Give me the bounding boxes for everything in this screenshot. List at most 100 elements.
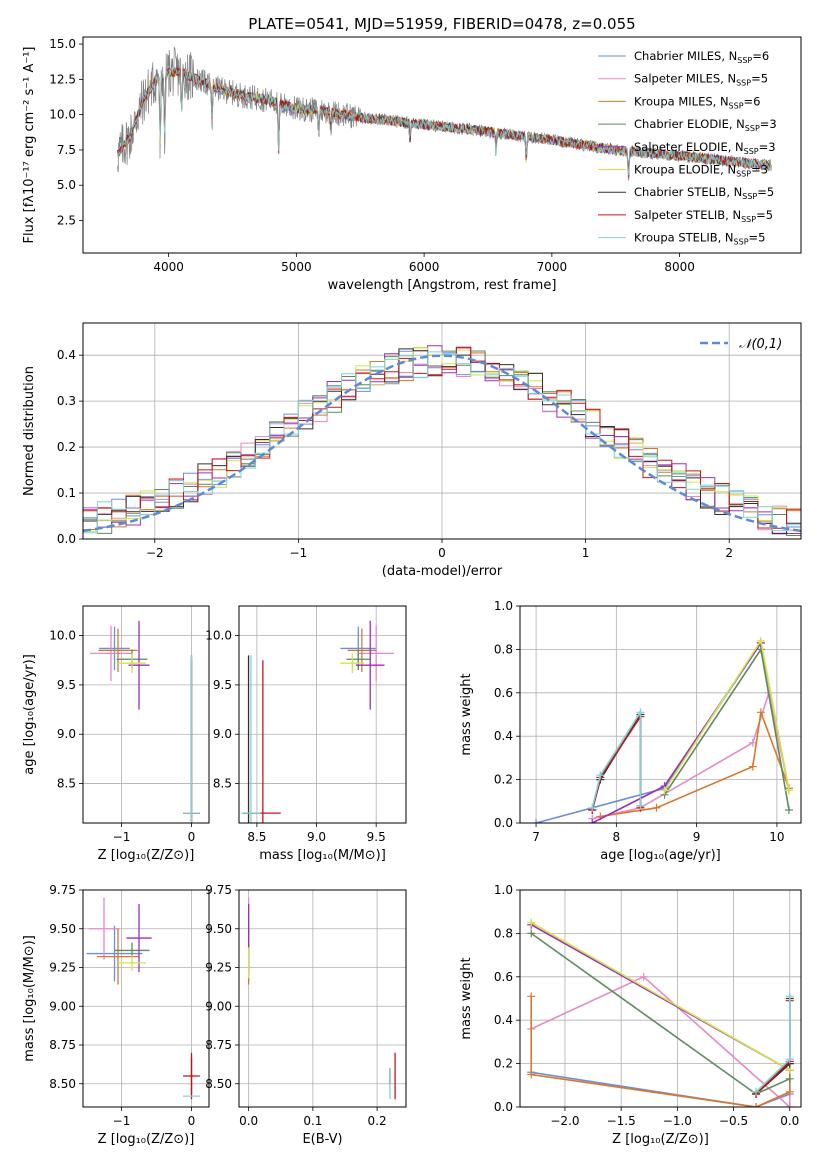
y-tick-label: 9.00 (205, 999, 232, 1013)
x-tick-label: −1 (113, 830, 131, 844)
data-point (86, 925, 143, 982)
mass-vs-z-y-axis-label: mass [log₁₀(M/M⊙)] (22, 935, 37, 1062)
y-tick-label: 15.0 (49, 37, 76, 51)
spectrum-x-axis-label: wavelength [Angstrom, rest frame] (328, 278, 557, 293)
weight-marker (748, 738, 757, 747)
y-tick-label: 0.4 (494, 1013, 513, 1027)
y-tick-label: 9.5 (57, 678, 76, 692)
legend-label: Salpeter STELIB, NSSP=5 (634, 208, 773, 224)
y-tick-label: 8.75 (205, 1038, 232, 1052)
y-tick-label: 0.8 (494, 926, 513, 940)
y-tick-label: 10.0 (205, 629, 232, 643)
y-tick-label: 9.75 (205, 883, 232, 897)
mass-vs-z-panel: −1 0 8.50 8.75 9.00 9.25 9.50 9.75 Z [log₁₀(Z/Z⊙… (22, 883, 210, 1147)
legend-label: Kroupa ELODIE, NSSP=3 (634, 163, 768, 179)
y-tick-label: 0.0 (494, 1100, 513, 1114)
y-tick-label: 0.4 (494, 729, 513, 743)
spectrum-frame (82, 36, 802, 254)
legend-label: Kroupa STELIB, NSSP=5 (634, 231, 765, 247)
age-vs-mass-x-axis-label: mass [log₁₀(M/M⊙)] (259, 848, 386, 863)
y-tick-label: 8.50 (205, 1077, 232, 1091)
y-tick-label: 0.3 (57, 394, 76, 408)
legend-label: Chabrier MILES, NSSP=6 (634, 49, 769, 65)
residual-histogram (83, 351, 801, 534)
residuals-plot-area (83, 345, 801, 536)
age-vs-mass-plot-area (241, 620, 395, 823)
residuals-x-axis-label: (data-model)/error (382, 564, 503, 579)
y-tick-label: 7.5 (57, 143, 76, 157)
weight-line (755, 998, 791, 1095)
weight-series (527, 929, 794, 1098)
x-tick-label: 0.1 (303, 1114, 322, 1128)
x-tick-label: 0.0 (780, 1114, 799, 1128)
age-vs-z-y-axis-label: age [log₁₀(age/yr)] (22, 654, 37, 775)
weight-line (591, 709, 642, 808)
weight-marker (756, 708, 765, 717)
legend-label: Salpeter ELODIE, NSSP=3 (634, 140, 776, 156)
weight-marker (752, 1087, 761, 1096)
x-tick-label: 6000 (409, 260, 440, 274)
mass-vs-z-grid (83, 889, 209, 1107)
weight-marker (636, 801, 645, 810)
weight-vs-age-y-axis-label: mass weight (459, 673, 474, 755)
age-vs-mass-panel: 8.5 9.0 9.5 8.5 9.0 9.5 10.0 mass [log₁₀(M/M⊙)] (205, 605, 407, 863)
weight-vs-z-x-axis-label: Z [log₁₀(Z/Z⊙)] (612, 1132, 709, 1147)
weight-marker (596, 771, 605, 780)
weight-marker (660, 786, 669, 795)
mass-vs-z-x-axis-label: Z [log₁₀(Z/Z⊙)] (98, 1132, 195, 1147)
x-tick-label: −2.0 (550, 1114, 579, 1128)
weight-line (531, 1071, 791, 1107)
weight-line (755, 1000, 791, 1095)
residual-histogram (83, 347, 801, 529)
legend-label: Salpeter MILES, NSSP=5 (634, 72, 768, 88)
age-vs-mass-frame (238, 605, 407, 824)
y-tick-label: 10.0 (49, 629, 76, 643)
y-tick-label: 9.0 (57, 727, 76, 741)
mass-vs-ebv-plot-area (247, 897, 396, 1100)
x-tick-label: 0 (188, 830, 196, 844)
weight-vs-z-grid (520, 889, 801, 1108)
weight-marker (639, 972, 648, 981)
y-tick-label: 9.25 (205, 961, 232, 975)
x-tick-label: 10 (769, 830, 784, 844)
weight-vs-z-panel: −2.0 −1.5 −1.0 −0.5 0.0 0.0 0.2 0.4 0.6 0.8 1.0 Z [… (459, 883, 802, 1147)
x-tick-label: −1 (290, 546, 308, 560)
y-tick-label: 9.75 (49, 883, 76, 897)
legend-label: 𝒩(0,1) (739, 337, 782, 352)
x-tick-label: −0.5 (719, 1114, 748, 1128)
y-tick-label: 9.0 (213, 727, 232, 741)
weight-series (588, 708, 645, 812)
data-point (358, 625, 395, 681)
mass-vs-ebv-grid (239, 889, 406, 1107)
y-tick-label: 0.0 (494, 816, 513, 830)
y-tick-label: 1.0 (494, 599, 513, 613)
y-tick-label: 0.2 (494, 773, 513, 787)
weight-series (596, 708, 793, 821)
y-tick-label: 0.2 (57, 440, 76, 454)
spectrum-y-axis-label: Flux [fλ10⁻¹⁷ erg cm⁻² s⁻¹ A⁻¹] (22, 47, 37, 244)
mass-vs-z-frame (82, 889, 210, 1108)
weight-vs-age-frame (519, 605, 802, 824)
y-tick-label: 9.50 (49, 922, 76, 936)
normal-reference-curve (83, 354, 801, 533)
weight-marker (785, 1087, 794, 1096)
weight-series (752, 996, 794, 1098)
legend-label: Chabrier ELODIE, NSSP=3 (634, 117, 777, 133)
data-point (340, 653, 365, 674)
weight-series (532, 638, 793, 823)
y-tick-label: 0.4 (57, 348, 76, 362)
x-tick-label: 7 (532, 830, 540, 844)
data-point (355, 620, 385, 710)
model-spectrum-line (117, 66, 770, 176)
mass-vs-ebv-panel: 0.0 0.1 0.2 8.50 8.75 9.00 9.25 9.50 9.75 E(B-V) (205, 883, 407, 1147)
y-tick-label: 0.8 (494, 642, 513, 656)
weight-vs-z-y-axis-label: mass weight (459, 957, 474, 1039)
y-tick-label: 0.6 (494, 970, 513, 984)
data-point (346, 649, 371, 670)
weight-series (660, 636, 793, 795)
age-vs-z-frame (82, 605, 210, 824)
age-vs-z-grid (83, 606, 209, 823)
mass-vs-ebv-frame (238, 889, 407, 1108)
data-point (241, 655, 261, 823)
